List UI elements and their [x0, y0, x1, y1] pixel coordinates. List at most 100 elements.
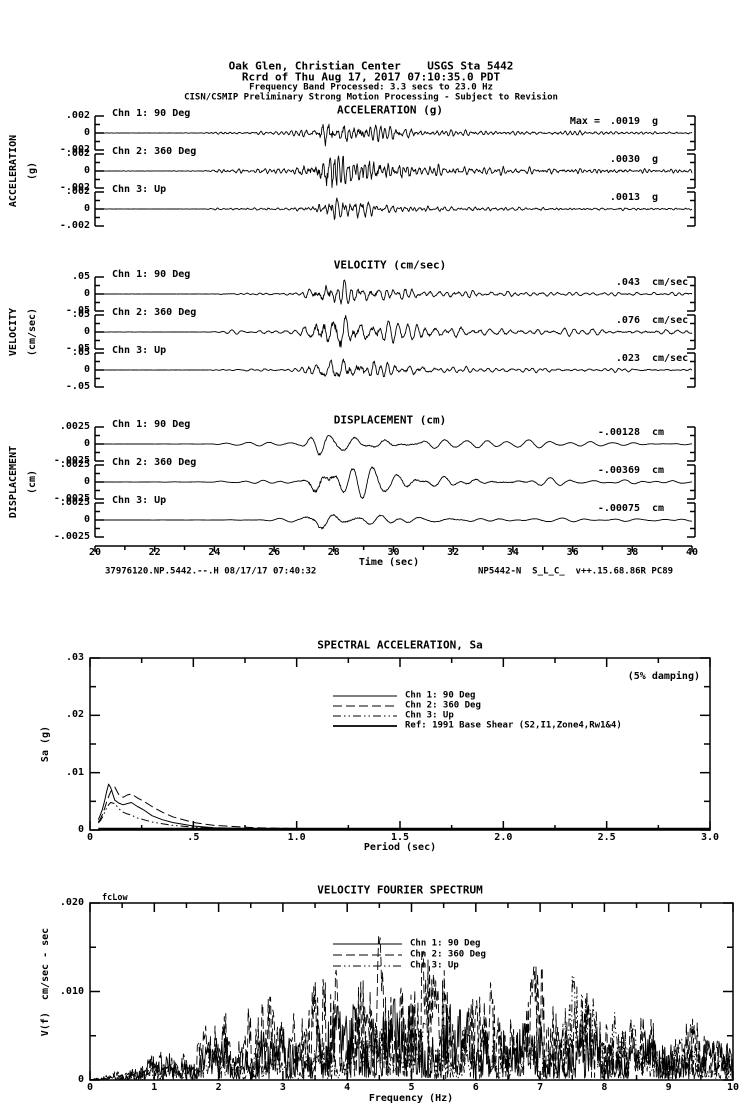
- time-tick-label: 38: [626, 547, 639, 558]
- scale-bottom-label: -.002: [59, 144, 90, 155]
- max-prefix-label: Max =: [569, 116, 600, 127]
- max-unit-label: cm/sec: [652, 315, 689, 326]
- fourier-x-axis-label: Frequency (Hz): [368, 1093, 454, 1104]
- scale-top-label: .05: [71, 347, 90, 358]
- processing-footer: NP5442-N S_L_C_ v++.15.68.86R PC89: [478, 566, 674, 577]
- scale-zero-label: 0: [83, 438, 90, 449]
- scale-top-label: .002: [65, 148, 90, 159]
- sa-xtick-label: 0: [86, 832, 94, 843]
- sa-y-axis-label: Sa (g): [40, 725, 51, 763]
- max-value-label: -.00128: [597, 427, 640, 438]
- scale-zero-label: 0: [83, 476, 90, 487]
- acceleration-axis-label: ACCELERATION: [8, 134, 19, 208]
- scale-bottom-label: -.05: [65, 381, 90, 392]
- velocity-title: VELOCITY (cm/sec): [333, 258, 447, 272]
- fourier-ytick-label: 0: [77, 1074, 84, 1085]
- time-tick-label: 32: [447, 547, 460, 558]
- time-tick-label: 26: [268, 547, 281, 558]
- sa-plot-title: SPECTRAL ACCELERATION, Sa: [317, 638, 483, 652]
- scale-zero-label: 0: [83, 165, 90, 176]
- fourier-legend-chn2: Chn 2: 360 Deg: [410, 949, 486, 960]
- scale-bottom-label: -.002: [59, 182, 90, 193]
- time-axis-label: Time (sec): [358, 557, 420, 568]
- channel-label: Chn 2: 360 Deg: [112, 457, 197, 468]
- time-tick-label: 22: [148, 547, 161, 558]
- fourier-xtick-label: 6: [472, 1082, 479, 1093]
- channel-label: Chn 3: Up: [112, 184, 167, 195]
- fourier-xtick-label: 0: [86, 1082, 94, 1093]
- fourier-xtick-label: 2: [215, 1082, 222, 1093]
- fourier-y-axis-label: V(f) cm/sec - sec: [40, 927, 51, 1037]
- sa-xtick-label: .5: [187, 832, 200, 843]
- fourier-xtick-label: 1: [151, 1082, 158, 1093]
- sa-ytick-label: .01: [65, 766, 84, 778]
- acceleration-axis-unit: (g): [27, 161, 38, 181]
- sa-xtick-label: 3.0: [700, 832, 720, 843]
- max-unit-label: cm: [652, 427, 665, 438]
- sa-legend-ref: Ref: 1991 Base Shear (S2,I1,Zone4,Rw1&4): [405, 720, 622, 731]
- scale-top-label: .05: [71, 271, 90, 282]
- max-unit-label: g: [652, 154, 659, 165]
- max-value-label: .023: [615, 353, 640, 364]
- station-title: Oak Glen, Christian Center USGS Sta 5442: [228, 59, 514, 73]
- time-tick-label: 34: [506, 547, 519, 558]
- time-tick-label: 36: [566, 547, 579, 558]
- max-value-label: -.00369: [597, 465, 640, 476]
- sa-ytick-label: .02: [65, 709, 84, 721]
- channel-label: Chn 1: 90 Deg: [112, 108, 191, 119]
- sa-legend-chn1: Chn 1: 90 Deg: [405, 690, 476, 701]
- fourier-plot-title: VELOCITY FOURIER SPECTRUM: [317, 883, 483, 897]
- scale-top-label: .0025: [59, 497, 90, 508]
- fourier-xtick-label: 7: [537, 1082, 544, 1093]
- damping-note: (5% damping): [627, 671, 700, 682]
- fourier-xtick-label: 5: [408, 1082, 415, 1093]
- fclow-annotation: fcLow: [102, 892, 128, 903]
- fourier-xtick-label: 9: [665, 1082, 672, 1093]
- scale-bottom-label: -.05: [65, 343, 90, 354]
- frequency-band-note: Frequency Band Processed: 3.3 secs to 23…: [249, 82, 493, 93]
- max-unit-label: g: [652, 192, 659, 203]
- max-unit-label: cm: [652, 465, 665, 476]
- acceleration-title: ACCELERATION (g): [337, 103, 443, 117]
- time-tick-label: 28: [327, 547, 340, 558]
- max-unit-label: cm: [652, 503, 665, 514]
- record-id-footer: 37976120.NP.5442.--.H 08/17/17 07:40:32: [105, 566, 317, 577]
- sa-ytick-label: .03: [65, 652, 84, 663]
- sa-ytick-label: 0: [77, 824, 84, 835]
- max-value-label: .0030: [609, 154, 640, 165]
- time-tick-label: 20: [88, 547, 102, 558]
- scale-bottom-label: -.0025: [53, 493, 90, 504]
- sa-x-axis-label: Period (sec): [363, 842, 437, 853]
- scale-zero-label: 0: [83, 127, 90, 138]
- scale-zero-label: 0: [83, 514, 90, 525]
- fourier-xtick-label: 8: [601, 1082, 608, 1093]
- scale-zero-label: 0: [83, 364, 90, 375]
- fourier-xtick-label: 3: [279, 1082, 286, 1093]
- scale-bottom-label: -.0025: [53, 455, 90, 466]
- scale-zero-label: 0: [83, 326, 90, 337]
- sa-xtick-label: 2.0: [494, 832, 513, 843]
- scale-top-label: .002: [65, 186, 90, 197]
- max-value-label: .043: [615, 277, 640, 288]
- channel-label: Chn 2: 360 Deg: [112, 146, 197, 157]
- max-unit-label: g: [652, 116, 659, 127]
- fourier-legend-chn1: Chn 1: 90 Deg: [410, 938, 481, 949]
- scale-top-label: .05: [71, 309, 90, 320]
- scale-top-label: .0025: [59, 459, 90, 470]
- sa-xtick-label: 1.5: [390, 832, 410, 843]
- fourier-xtick-label: 10: [726, 1082, 739, 1093]
- scale-bottom-label: -.0025: [53, 531, 90, 542]
- sa-legend-chn3: Chn 3: Up: [405, 710, 454, 721]
- scale-bottom-label: -.05: [65, 305, 90, 316]
- displacement-axis-label: DISPLACEMENT: [8, 445, 19, 519]
- fourier-xtick-label: 4: [344, 1082, 351, 1093]
- scale-top-label: .0025: [59, 421, 90, 432]
- scale-top-label: .002: [65, 110, 90, 121]
- channel-label: Chn 1: 90 Deg: [112, 269, 191, 280]
- record-timestamp: Rcrd of Thu Aug 17, 2017 07:10:35.0 PDT: [241, 70, 501, 84]
- channel-label: Chn 2: 360 Deg: [112, 307, 197, 318]
- max-value-label: .0019: [609, 116, 640, 127]
